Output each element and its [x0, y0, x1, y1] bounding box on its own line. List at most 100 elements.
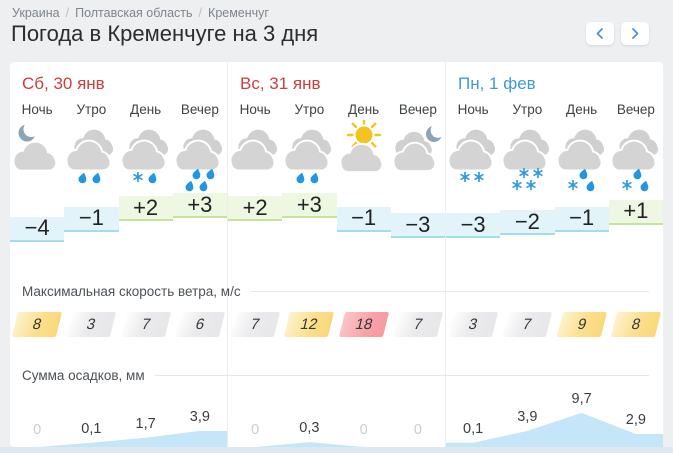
clouds-rain-2-snow-1-icon	[556, 129, 604, 192]
time-labels-row: Ночь Утро День Вечер	[228, 102, 445, 117]
next-button[interactable]	[621, 22, 649, 45]
chevron-left-icon	[596, 28, 603, 39]
clouds-rain-4-icon	[174, 129, 222, 192]
wind-cell: 12	[282, 312, 336, 337]
wind-cell: 9	[555, 312, 609, 337]
precip-value: 0,3	[299, 420, 320, 437]
wind-speed-badge: 3	[448, 312, 499, 337]
sun-cloud-icon	[339, 120, 383, 173]
wind-speed-badge: 7	[230, 312, 281, 337]
wind-cell: 18	[337, 312, 391, 337]
cloud-moon-icon	[392, 123, 445, 172]
precip-area-chart	[228, 442, 445, 447]
precip-value: 0	[33, 422, 42, 438]
wind-speed-badge: 18	[338, 312, 389, 337]
wind-speed-badge: 7	[392, 312, 443, 337]
clouds-rain-2-snow-1-icon	[610, 129, 658, 192]
breadcrumb-item[interactable]: Украина	[12, 6, 60, 20]
breadcrumb-item: Кременчуг	[208, 6, 269, 20]
weather-icons-row	[228, 120, 445, 194]
clouds-rain-2-icon	[283, 129, 332, 184]
wind-speed-badge: 7	[120, 312, 171, 337]
temperature-value: −2	[500, 209, 555, 235]
wind-speed-badge: 8	[12, 312, 63, 337]
time-label: День	[130, 102, 162, 117]
time-label: Утро	[512, 102, 543, 117]
breadcrumb-separator: /	[198, 6, 203, 20]
precip-value: 3,9	[517, 408, 538, 425]
time-labels-row: Ночь Утро День Вечер	[446, 102, 663, 117]
wind-speed-badge: 6	[174, 312, 225, 337]
clouds-snow-2-icon	[447, 129, 496, 183]
precip-value: 1,7	[135, 415, 156, 432]
wind-speed-badge: 3	[66, 312, 117, 337]
weather-icon-cell	[282, 120, 336, 194]
weather-icon-cell	[10, 120, 64, 194]
time-label: Утро	[76, 102, 107, 117]
day-date[interactable]: Пн, 1 фев	[458, 74, 536, 93]
weather-icon-cell	[446, 120, 500, 194]
clouds-rain-2-icon	[65, 129, 114, 184]
temperature-row: −3 −2 −1 +1	[446, 190, 663, 252]
temperature-value: +3	[172, 192, 227, 218]
wind-cell: 7	[228, 312, 282, 337]
wind-cell: 7	[391, 312, 445, 337]
precip-value: 0	[413, 422, 422, 438]
clouds-icon	[229, 129, 278, 172]
day-date[interactable]: Сб, 30 янв	[22, 74, 105, 93]
weather-icon-cell	[119, 120, 173, 194]
temperature-row: −4 −1 +2 +3	[10, 190, 227, 252]
temperature-value: −1	[554, 205, 609, 232]
weather-icons-row	[446, 120, 663, 194]
time-labels-row: Ночь Утро День Вечер	[10, 102, 227, 117]
wind-speed-badge: 9	[556, 312, 607, 337]
chevron-right-icon	[632, 28, 639, 39]
weather-icons-row	[10, 120, 227, 194]
time-label: Вечер	[398, 102, 437, 117]
prev-button[interactable]	[586, 22, 614, 45]
precip-area-chart	[10, 430, 227, 447]
weather-icon-cell	[64, 120, 118, 194]
wind-row: 7 12 18 7	[228, 312, 445, 337]
temperature-value: −4	[10, 215, 65, 242]
precip-value: 3,9	[189, 408, 210, 425]
wind-cell: 6	[173, 312, 227, 337]
page-title: Погода в Кременчуге на 3 дня	[11, 21, 319, 46]
breadcrumb-separator: /	[65, 6, 70, 20]
clouds-snow-4-icon	[501, 129, 550, 191]
forecast-card: Сб, 30 янв Ночь Утро День Вечер −4 −1 +2 +3 8 3 7 6…	[10, 62, 663, 447]
wind-speed-badge: 7	[502, 312, 553, 337]
precip-value: 0,1	[463, 420, 484, 437]
precip-value: 0	[251, 422, 260, 438]
weather-icon-cell	[391, 120, 445, 194]
time-label: Ночь	[21, 102, 53, 117]
wind-cell: 7	[500, 312, 554, 337]
precip-row: 0 0,3 0 0	[228, 383, 445, 447]
temperature-value: +2	[228, 195, 283, 222]
temperature-row: +2 +3 −1 −3	[228, 190, 445, 252]
time-label: День	[566, 102, 598, 117]
breadcrumb-item[interactable]: Полтавская область	[75, 6, 193, 20]
time-label: Ночь	[239, 102, 271, 117]
precip-value: 9,7	[571, 390, 592, 407]
temperature-value: −3	[446, 212, 501, 239]
day-column-mon: Пн, 1 фев Ночь Утро День Вечер −3 −2 −1 +1 3 7 9 8 0…	[445, 62, 663, 447]
day-date[interactable]: Вс, 31 янв	[240, 74, 321, 93]
temperature-value: +2	[118, 195, 173, 222]
time-label: Утро	[294, 102, 325, 117]
wind-cell: 3	[64, 312, 118, 337]
pager-nav	[586, 22, 649, 45]
breadcrumb: Украина / Полтавская область / Кременчуг	[12, 6, 269, 20]
temperature-value: +1	[608, 198, 663, 225]
weather-icon-cell	[500, 120, 554, 194]
day-column-sat: Сб, 30 янв Ночь Утро День Вечер −4 −1 +2 +3 8 3 7 6…	[10, 62, 227, 447]
time-label: Ночь	[457, 102, 489, 117]
clouds-snow-1-rain-1-icon	[120, 129, 168, 184]
weather-icon-cell	[228, 120, 282, 194]
time-label: Вечер	[180, 102, 219, 117]
precip-value: 2,9	[625, 412, 646, 429]
moon-cloud-icon	[12, 121, 58, 172]
